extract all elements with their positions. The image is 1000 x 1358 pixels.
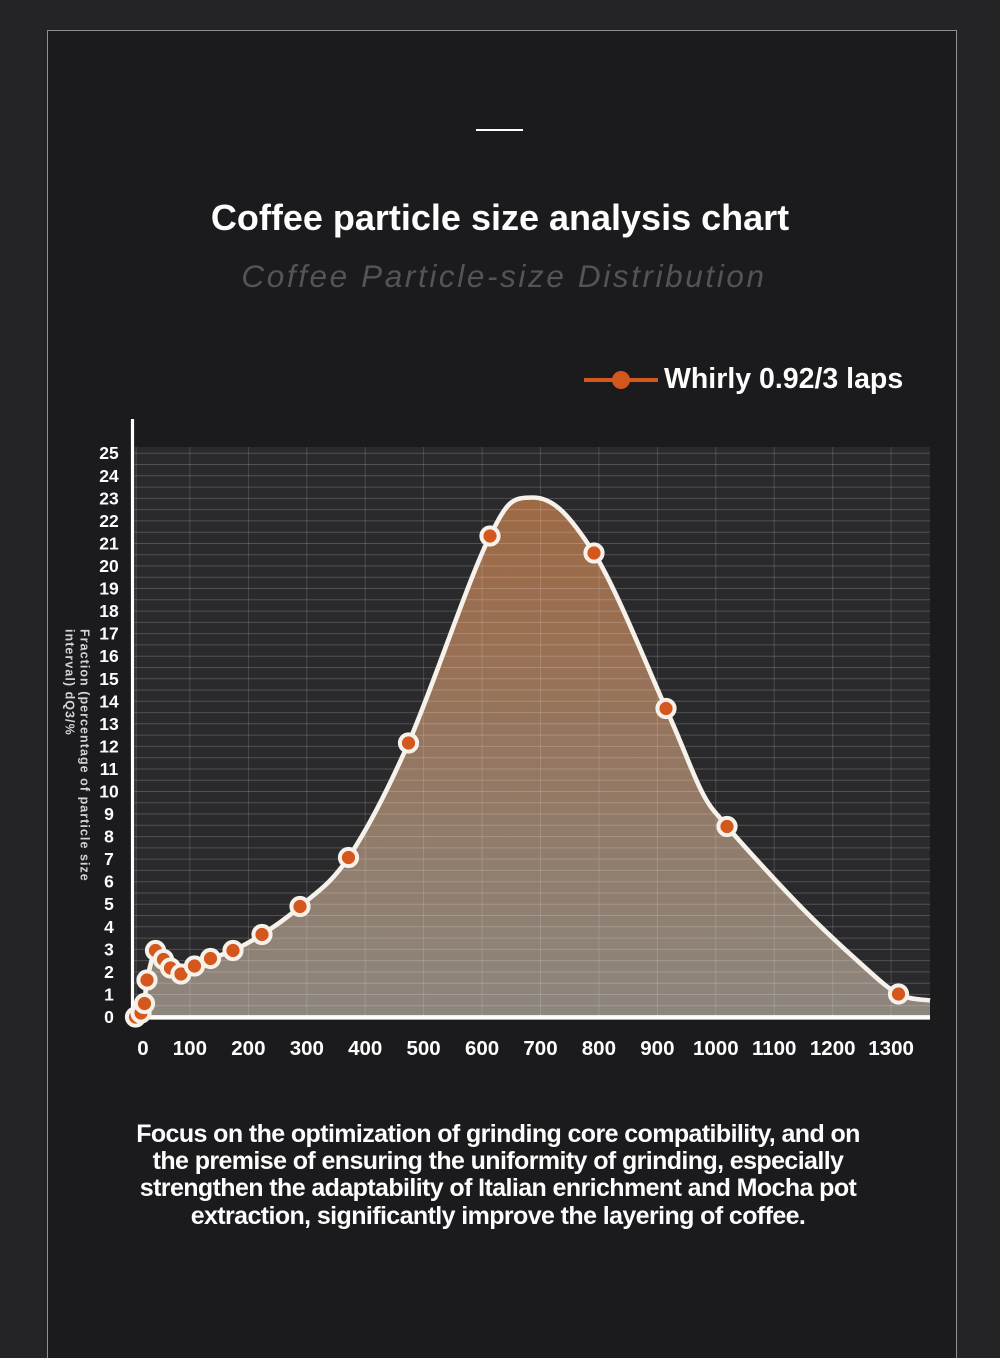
svg-text:9: 9 — [104, 804, 114, 824]
svg-text:500: 500 — [406, 1037, 440, 1060]
svg-text:10: 10 — [99, 782, 119, 802]
svg-text:3: 3 — [104, 939, 114, 959]
svg-text:24: 24 — [99, 466, 119, 486]
svg-text:2: 2 — [104, 962, 114, 982]
svg-text:21: 21 — [99, 534, 119, 554]
svg-text:23: 23 — [99, 488, 119, 508]
svg-text:300: 300 — [290, 1037, 324, 1060]
svg-text:20: 20 — [99, 556, 119, 576]
svg-text:6: 6 — [104, 872, 114, 892]
svg-text:100: 100 — [173, 1037, 207, 1060]
svg-text:1300: 1300 — [868, 1037, 914, 1060]
svg-text:0: 0 — [104, 1007, 114, 1027]
svg-text:18: 18 — [99, 601, 119, 621]
svg-text:12: 12 — [99, 736, 119, 756]
svg-text:1000: 1000 — [693, 1037, 739, 1060]
svg-text:1: 1 — [104, 985, 114, 1005]
svg-text:15: 15 — [99, 669, 119, 689]
svg-text:8: 8 — [104, 827, 114, 847]
svg-text:17: 17 — [99, 624, 118, 644]
svg-text:1200: 1200 — [810, 1037, 856, 1060]
svg-text:25: 25 — [99, 443, 119, 463]
svg-text:900: 900 — [640, 1037, 674, 1060]
svg-text:14: 14 — [99, 691, 119, 711]
svg-text:800: 800 — [582, 1037, 616, 1060]
svg-text:16: 16 — [99, 646, 119, 666]
svg-text:400: 400 — [348, 1037, 382, 1060]
svg-text:19: 19 — [99, 579, 119, 599]
svg-text:0: 0 — [137, 1037, 148, 1060]
svg-text:200: 200 — [231, 1037, 265, 1060]
svg-text:interval) dQ3/%: interval) dQ3/% — [63, 629, 77, 736]
svg-text:700: 700 — [523, 1037, 557, 1060]
svg-text:4: 4 — [104, 917, 114, 937]
svg-text:13: 13 — [99, 714, 119, 734]
svg-text:Fraction (percentage of partic: Fraction (percentage of particle size — [78, 629, 92, 882]
svg-text:600: 600 — [465, 1037, 499, 1060]
svg-text:5: 5 — [104, 894, 114, 914]
svg-text:1100: 1100 — [752, 1037, 796, 1060]
svg-text:7: 7 — [104, 849, 114, 869]
svg-text:11: 11 — [100, 759, 119, 779]
svg-text:22: 22 — [99, 511, 119, 531]
